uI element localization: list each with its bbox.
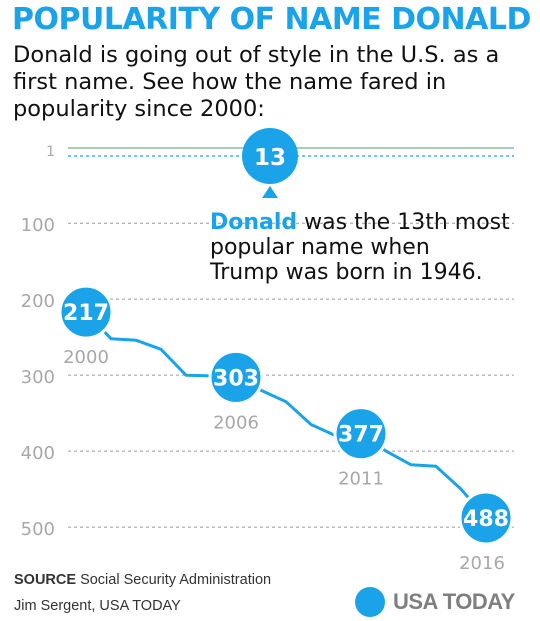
y-tick-100: 100	[21, 215, 55, 236]
point-marker-2011	[333, 406, 389, 462]
annotation-name: Donald	[210, 210, 297, 235]
badge-13-label: 13	[254, 145, 286, 171]
annotation-1946: 13 Donald was the 13th most popular name…	[209, 128, 510, 285]
source-text: Social Security Administration	[76, 572, 272, 588]
point-value-label-2016: 488	[463, 507, 509, 532]
y-tick-200: 200	[21, 291, 55, 312]
point-year-label-2000: 2000	[63, 347, 109, 368]
y-tick-1: 1	[46, 144, 55, 160]
annotation-line-1: Donald was the 13th most	[210, 210, 510, 235]
point-marker-2006	[208, 349, 264, 405]
point-year-label-2011: 2011	[338, 469, 384, 490]
point-value-label-2000: 217	[63, 301, 109, 326]
chart-subtitle: Donald is going out of style in the U.S.…	[13, 42, 500, 122]
annotation-line-2: popular name when	[210, 235, 430, 260]
donald-rank-line	[84, 310, 488, 520]
annotation-line-3: Trump was born in 1946.	[209, 260, 483, 285]
point-value-label-2011: 377	[338, 423, 384, 448]
labeled-markers: 217 2000 303 2006 377 2011 488 2016	[58, 284, 514, 574]
point-marker-2000	[58, 284, 114, 340]
point-year-label-2016: 2016	[459, 553, 505, 574]
source-note: SOURCE Social Security Administration	[14, 572, 271, 588]
callout-arrow	[262, 186, 278, 198]
credit-line: Jim Sergent, USA TODAY	[14, 598, 181, 614]
source-label: SOURCE	[14, 572, 77, 588]
usa-today-logo: USA TODAY	[355, 586, 515, 618]
y-tick-400: 400	[21, 443, 55, 464]
logo-dot-icon	[355, 587, 385, 617]
badge-13-marker	[242, 128, 298, 184]
logo-text: USA TODAY	[393, 589, 515, 614]
chart-title: POPULARITY OF NAME DONALD	[12, 2, 531, 37]
point-marker-2016	[458, 490, 514, 546]
point-year-label-2006: 2006	[213, 412, 259, 433]
y-tick-labels: 1 100 200 300 400 500	[21, 144, 55, 540]
y-tick-300: 300	[21, 367, 55, 388]
annotation-line-1-rest: was the 13th most	[297, 210, 510, 235]
point-value-label-2006: 303	[213, 366, 259, 391]
gridlines	[68, 147, 514, 528]
y-tick-500: 500	[21, 519, 55, 540]
